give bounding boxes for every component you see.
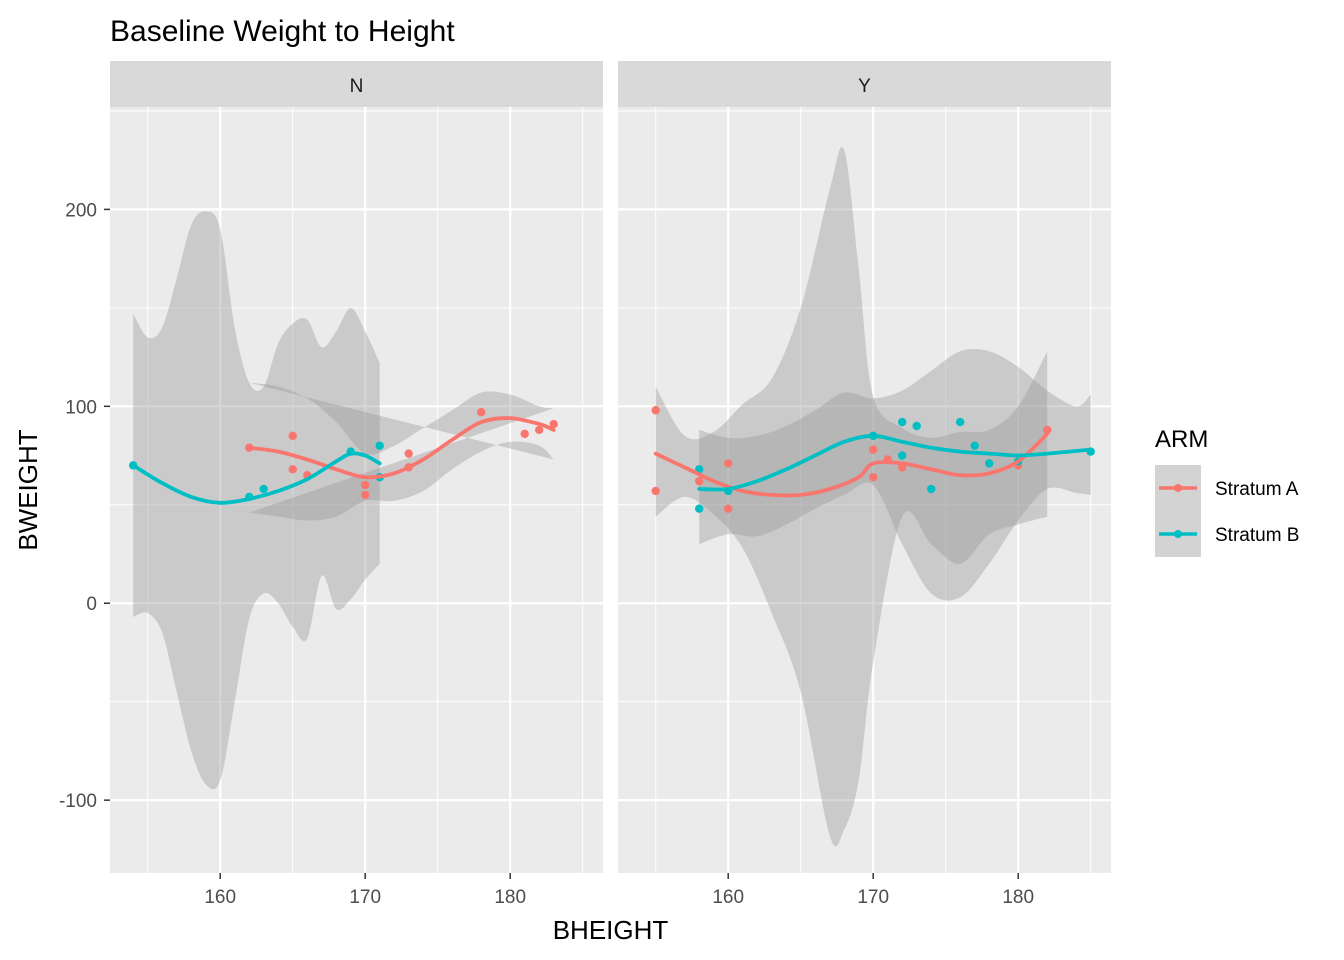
data-point-y-stratum-a xyxy=(1043,425,1052,435)
y-tick-label: 0 xyxy=(86,594,97,615)
data-point-y-stratum-b xyxy=(912,421,921,431)
x-tick-label: 180 xyxy=(1002,887,1034,908)
data-point-y-stratum-a xyxy=(651,406,660,415)
x-tick-label: 170 xyxy=(857,887,889,908)
data-point-n-stratum-a xyxy=(477,408,486,417)
data-point-n-stratum-a xyxy=(288,431,297,441)
data-point-n-stratum-a xyxy=(549,419,558,429)
data-point-y-stratum-a xyxy=(724,504,733,513)
legend: ARM Stratum A Stratum B xyxy=(1155,426,1299,557)
data-point-y-stratum-b xyxy=(985,459,994,468)
data-point-y-stratum-b xyxy=(695,504,704,513)
chart-title: Baseline Weight to Height xyxy=(110,15,455,48)
smooth-lines-y xyxy=(653,432,1093,498)
data-point-n-stratum-b xyxy=(259,484,268,494)
confidence-band-y-stratum-a xyxy=(655,146,1048,847)
legend-label-stratum-b: Stratum B xyxy=(1215,525,1299,546)
data-point-y-stratum-b xyxy=(927,484,936,494)
y-tick-label: 200 xyxy=(65,200,97,221)
legend-key-point-stratum-b xyxy=(1174,530,1182,538)
confidence-band-y-stratum-b xyxy=(699,348,1091,601)
smooth-lines-n xyxy=(131,416,556,505)
data-point-y-stratum-a xyxy=(869,445,878,454)
x-axis-title: BHEIGHT xyxy=(553,915,669,945)
facet-strip-n xyxy=(110,61,603,107)
legend-label-stratum-a: Stratum A xyxy=(1215,479,1299,500)
y-tick-label: -100 xyxy=(59,791,97,812)
smooth-line-y-stratum-a xyxy=(653,432,1050,498)
smooth-line-n-stratum-a xyxy=(247,416,556,480)
data-point-y-stratum-b xyxy=(898,417,907,427)
data-point-n-stratum-b xyxy=(375,441,384,450)
data-point-n-stratum-a xyxy=(535,425,544,435)
y-axis: -100 0 100 200 xyxy=(59,200,110,812)
x-tick-label: 160 xyxy=(204,887,236,908)
confidence-bands-n xyxy=(133,211,554,790)
facet-panel-n: N xyxy=(110,61,603,873)
facet-panel-y: Y xyxy=(618,61,1111,873)
legend-title: ARM xyxy=(1155,426,1208,453)
data-point-n-stratum-a xyxy=(520,429,529,439)
data-point-n-stratum-a xyxy=(288,465,297,474)
data-point-y-stratum-a xyxy=(695,476,704,486)
data-point-y-stratum-a xyxy=(869,473,878,482)
facet-strip-y xyxy=(618,61,1111,107)
x-tick-label: 160 xyxy=(712,887,744,908)
confidence-band-n-stratum-a xyxy=(249,382,554,521)
legend-key-point-stratum-a xyxy=(1174,484,1182,492)
panel-background-n xyxy=(110,107,603,873)
data-point-n-stratum-a xyxy=(361,490,370,500)
confidence-band-n-stratum-b xyxy=(133,211,380,790)
y-tick-label: 100 xyxy=(65,397,97,418)
facet-label-n: N xyxy=(350,76,364,97)
data-point-y-stratum-a xyxy=(724,459,733,468)
data-point-y-stratum-b xyxy=(898,451,907,460)
x-tick-label: 180 xyxy=(494,887,526,908)
data-point-y-stratum-b xyxy=(970,441,979,450)
data-point-n-stratum-a xyxy=(361,480,370,490)
smooth-line-n-stratum-b xyxy=(131,451,382,505)
x-axis: 160 170 180 160 170 180 xyxy=(204,873,1034,908)
points-y xyxy=(651,406,1095,513)
data-point-y-stratum-a xyxy=(651,486,660,496)
facet-label-y: Y xyxy=(858,76,871,97)
confidence-bands-y xyxy=(655,146,1091,847)
grid-n xyxy=(110,107,603,873)
x-tick-label: 170 xyxy=(349,887,381,908)
y-axis-title: BWEIGHT xyxy=(13,429,43,550)
data-point-y-stratum-b xyxy=(956,417,965,427)
data-point-n-stratum-a xyxy=(404,449,413,458)
smooth-line-y-stratum-b xyxy=(697,433,1093,492)
